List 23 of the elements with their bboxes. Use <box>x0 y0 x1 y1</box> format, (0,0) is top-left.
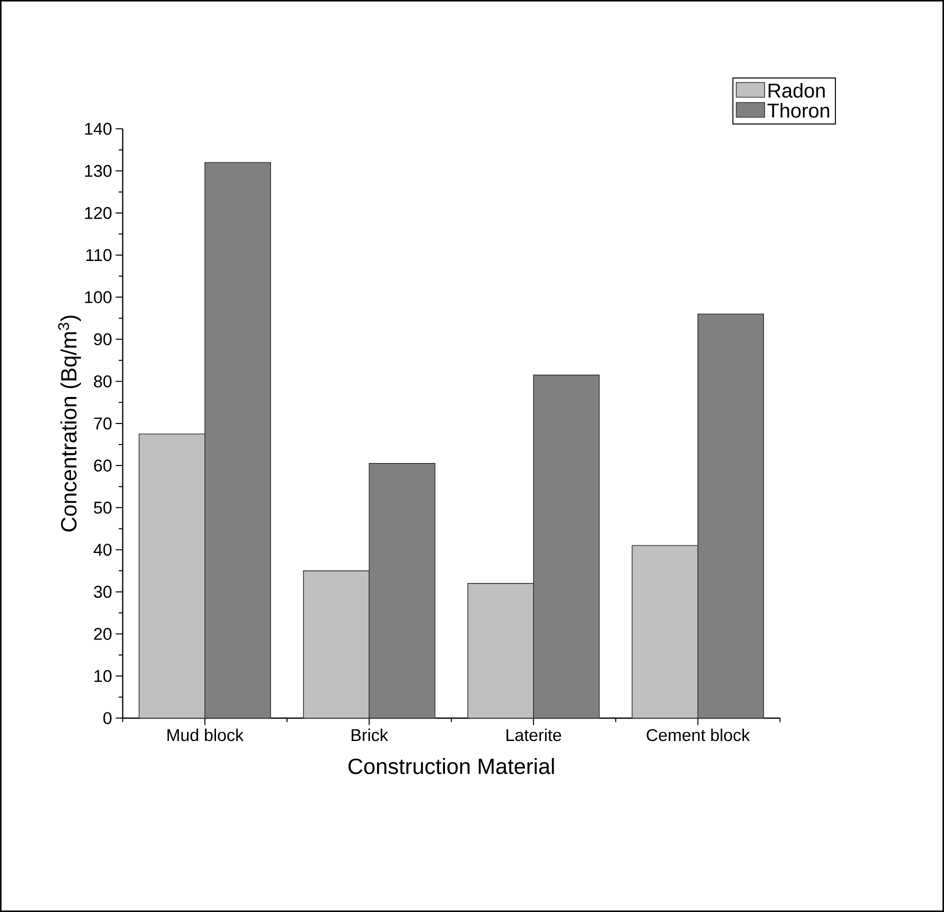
y-tick-label: 120 <box>85 206 112 220</box>
y-tick-label: 10 <box>94 670 112 682</box>
y-tick-label: 30 <box>94 586 112 598</box>
y-tick-label: 110 <box>86 249 112 262</box>
y-tick-label: 40 <box>94 544 112 556</box>
legend-label: Thoron <box>767 103 830 118</box>
y-tick-label: 90 <box>94 333 112 346</box>
y-tick-label: 0 <box>103 712 112 724</box>
y-tick-label: 70 <box>94 417 112 430</box>
legend-label: Radon <box>768 83 825 98</box>
y-tick-label: 130 <box>85 164 112 177</box>
y-tick-label: 60 <box>94 460 112 472</box>
x-tick-label: Cement block <box>646 728 750 742</box>
y-tick-label: 100 <box>85 291 112 304</box>
y-tick-label: 80 <box>94 375 112 388</box>
y-tick-label: 140 <box>85 122 112 135</box>
x-tick-label: Laterite <box>506 728 562 742</box>
y-axis-title: Concentration (Bq/m$^{3}$) <box>58 316 81 532</box>
y-tick-label: 20 <box>94 628 112 640</box>
x-tick-label: Brick <box>352 728 388 742</box>
x-tick-label: Mud block <box>167 728 244 742</box>
x-axis-title: Construction Material <box>348 758 554 774</box>
y-tick-label: 50 <box>94 502 112 514</box>
